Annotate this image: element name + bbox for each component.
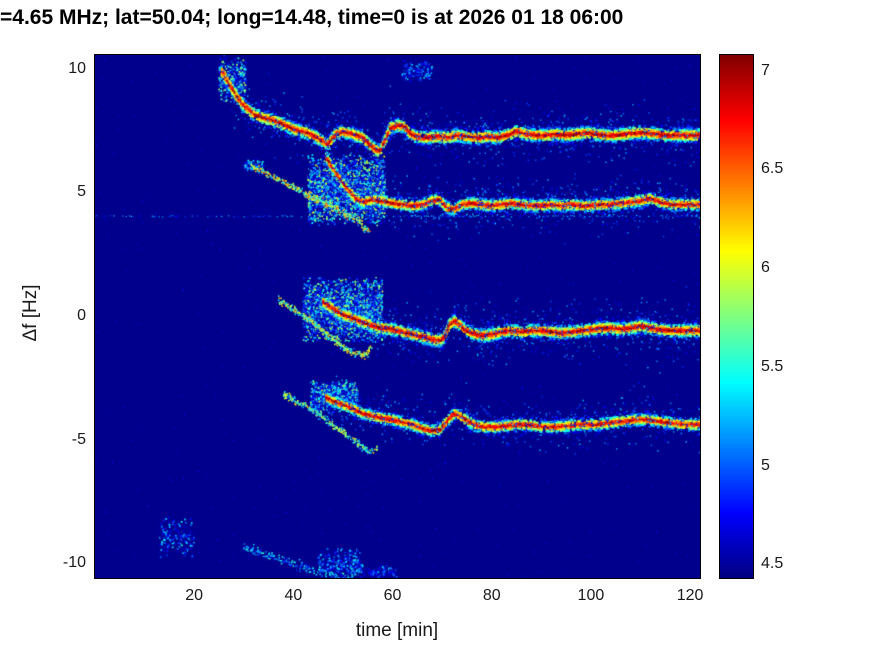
plot-area [94,54,701,579]
figure-title: =4.65 MHz; lat=50.04; long=14.48, time=0… [0,6,624,29]
x-tick-60: 60 [383,587,402,604]
y-tick-0: 0 [77,306,86,324]
colorbar [719,54,754,579]
colorbar-tick-5.5: 5.5 [761,357,784,375]
x-tick-120: 120 [676,587,704,604]
x-tick-40: 40 [284,587,303,604]
x-tick-100: 100 [577,587,605,604]
y-tick-10: 10 [68,59,86,77]
colorbar-tick-6.5: 6.5 [761,160,784,178]
colorbar-tick-6: 6 [761,259,770,277]
colorbar-tick-4.5: 4.5 [761,555,784,573]
x-axis-label: time [min] [355,620,439,641]
y-axis-label: Δf [Hz] [20,284,41,342]
spectrogram-canvas [95,55,700,578]
x-tick-80: 80 [482,587,501,604]
y-tick-5: 5 [77,183,86,201]
colorbar-tick-5: 5 [761,456,770,474]
y-tick--10: -10 [62,554,86,572]
x-tick-20: 20 [185,587,204,604]
y-tick--5: -5 [71,430,86,448]
colorbar-tick-7: 7 [761,61,770,79]
